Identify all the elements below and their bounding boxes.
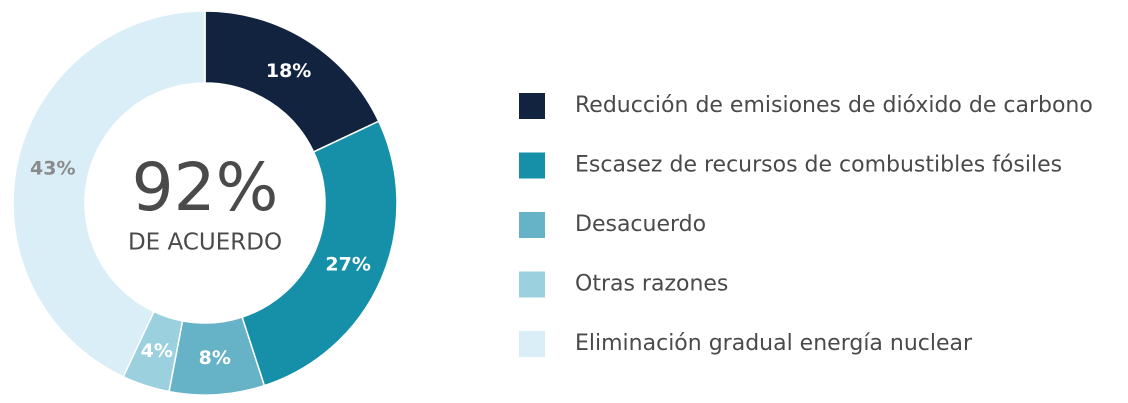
data-label: 43% <box>30 157 75 179</box>
donut-slice <box>12 10 206 378</box>
legend-label: Escasez de recursos de combustibles fósi… <box>575 153 1062 178</box>
legend-label: Otras razones <box>575 272 728 297</box>
legend-swatch <box>519 212 545 238</box>
legend-swatch <box>519 152 545 179</box>
center-subtitle: DE ACUERDO <box>128 230 282 256</box>
data-label: 8% <box>199 347 231 369</box>
data-label: 27% <box>325 253 370 275</box>
legend-swatch <box>519 93 545 119</box>
legend-swatch <box>519 271 545 298</box>
legend-label: Desacuerdo <box>575 212 706 237</box>
donut-slice <box>241 120 398 387</box>
data-label: 18% <box>266 60 311 82</box>
center-title: 92% <box>132 149 279 226</box>
legend-swatch <box>519 331 545 357</box>
legend-label: Reducción de emisiones de dióxido de car… <box>575 93 1093 118</box>
data-label: 4% <box>141 340 173 362</box>
legend-label: Eliminación gradual energía nuclear <box>575 331 973 356</box>
